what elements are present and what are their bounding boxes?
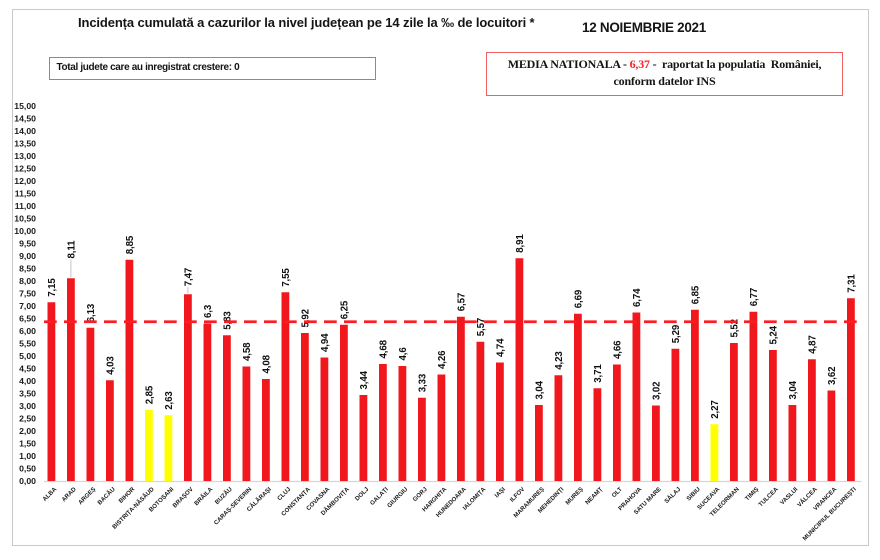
svg-text:0,50: 0,50: [19, 463, 36, 473]
svg-text:10,00: 10,00: [14, 226, 36, 236]
svg-text:3,62: 3,62: [827, 367, 838, 385]
svg-text:13,00: 13,00: [14, 151, 36, 161]
svg-text:6,50: 6,50: [19, 313, 36, 323]
svg-text:CLUJ: CLUJ: [276, 486, 292, 502]
svg-text:ARAD: ARAD: [60, 486, 78, 504]
svg-text:IAȘI: IAȘI: [493, 486, 507, 500]
svg-text:3,02: 3,02: [651, 382, 662, 400]
svg-text:8,91: 8,91: [515, 234, 526, 253]
svg-text:4,94: 4,94: [320, 333, 331, 352]
svg-text:14,00: 14,00: [14, 126, 36, 136]
svg-text:8,11: 8,11: [66, 240, 77, 259]
svg-text:8,85: 8,85: [125, 235, 136, 254]
svg-text:GIURGIU: GIURGIU: [386, 486, 410, 510]
svg-text:8,00: 8,00: [19, 276, 36, 286]
svg-text:5,83: 5,83: [222, 311, 233, 330]
svg-text:0,00: 0,00: [19, 476, 36, 486]
svg-text:BACĂU: BACĂU: [96, 486, 117, 507]
svg-text:4,58: 4,58: [242, 342, 253, 361]
svg-text:3,04: 3,04: [788, 380, 799, 399]
svg-text:5,52: 5,52: [729, 319, 740, 337]
svg-text:4,6: 4,6: [398, 347, 409, 361]
svg-text:4,87: 4,87: [807, 335, 818, 353]
svg-text:9,50: 9,50: [19, 238, 36, 248]
svg-text:8,50: 8,50: [19, 263, 36, 273]
svg-text:5,00: 5,00: [19, 351, 36, 361]
svg-text:3,04: 3,04: [534, 380, 545, 399]
svg-text:4,23: 4,23: [554, 351, 565, 370]
svg-text:12,50: 12,50: [14, 163, 36, 173]
svg-text:6,74: 6,74: [632, 288, 643, 307]
svg-text:5,50: 5,50: [19, 338, 36, 348]
svg-text:4,08: 4,08: [261, 354, 272, 373]
svg-text:ARGEȘ: ARGEȘ: [77, 486, 97, 506]
svg-text:6,25: 6,25: [339, 300, 350, 319]
svg-text:2,63: 2,63: [164, 391, 175, 410]
svg-text:9,00: 9,00: [19, 251, 36, 261]
svg-text:BRĂILA: BRĂILA: [193, 486, 215, 508]
svg-text:3,71: 3,71: [593, 364, 604, 383]
svg-text:7,00: 7,00: [19, 301, 36, 311]
svg-text:4,00: 4,00: [19, 376, 36, 386]
svg-text:1,50: 1,50: [19, 438, 36, 448]
svg-text:4,26: 4,26: [437, 350, 448, 369]
svg-text:4,74: 4,74: [495, 338, 506, 357]
svg-text:3,50: 3,50: [19, 388, 36, 398]
svg-text:7,55: 7,55: [281, 268, 292, 287]
svg-text:15,00: 15,00: [14, 101, 36, 111]
svg-text:5,92: 5,92: [300, 309, 311, 327]
svg-text:6,85: 6,85: [690, 285, 701, 304]
svg-text:5,29: 5,29: [671, 324, 682, 343]
svg-text:BRAȘOV: BRAȘOV: [171, 485, 195, 509]
svg-text:6,57: 6,57: [456, 293, 467, 311]
svg-text:4,03: 4,03: [105, 356, 116, 375]
svg-text:2,27: 2,27: [710, 400, 721, 418]
svg-text:6,13: 6,13: [86, 303, 97, 322]
svg-text:SIBIU: SIBIU: [685, 486, 702, 503]
svg-text:3,00: 3,00: [19, 401, 36, 411]
svg-text:5,57: 5,57: [476, 318, 487, 336]
svg-text:1,00: 1,00: [19, 451, 36, 461]
svg-text:MUREȘ: MUREȘ: [564, 486, 585, 507]
svg-text:2,00: 2,00: [19, 426, 36, 436]
svg-text:11,00: 11,00: [15, 201, 36, 211]
svg-text:OLT: OLT: [611, 486, 624, 499]
svg-text:SĂLAJ: SĂLAJ: [663, 486, 682, 505]
svg-text:4,50: 4,50: [19, 363, 36, 373]
svg-text:11,50: 11,50: [15, 188, 36, 198]
svg-text:NEAMȚ: NEAMȚ: [584, 486, 604, 506]
svg-text:7,47: 7,47: [183, 268, 194, 286]
svg-text:TULCEA: TULCEA: [757, 486, 780, 509]
svg-text:10,50: 10,50: [14, 213, 36, 223]
svg-text:2,50: 2,50: [19, 413, 36, 423]
svg-text:6,77: 6,77: [749, 288, 760, 306]
svg-text:6,00: 6,00: [19, 326, 36, 336]
svg-text:DOLJ: DOLJ: [354, 486, 370, 502]
svg-text:6,3: 6,3: [203, 304, 214, 318]
svg-text:7,50: 7,50: [19, 288, 36, 298]
svg-text:12,00: 12,00: [14, 176, 36, 186]
svg-text:2,85: 2,85: [144, 385, 155, 404]
svg-text:7,31: 7,31: [846, 274, 857, 293]
svg-text:3,44: 3,44: [359, 370, 370, 389]
svg-text:ALBA: ALBA: [41, 486, 58, 503]
svg-text:ILFOV: ILFOV: [509, 485, 527, 503]
svg-text:6,69: 6,69: [573, 289, 584, 308]
svg-text:13,50: 13,50: [14, 138, 36, 148]
svg-text:TIMIȘ: TIMIȘ: [744, 486, 760, 502]
svg-text:4,68: 4,68: [378, 339, 389, 358]
svg-text:GORJ: GORJ: [412, 486, 429, 503]
svg-text:7,15: 7,15: [47, 278, 58, 297]
svg-text:4,66: 4,66: [612, 340, 623, 359]
svg-text:14,50: 14,50: [14, 113, 36, 123]
svg-text:5,24: 5,24: [768, 325, 779, 344]
svg-text:3,33: 3,33: [417, 373, 428, 392]
